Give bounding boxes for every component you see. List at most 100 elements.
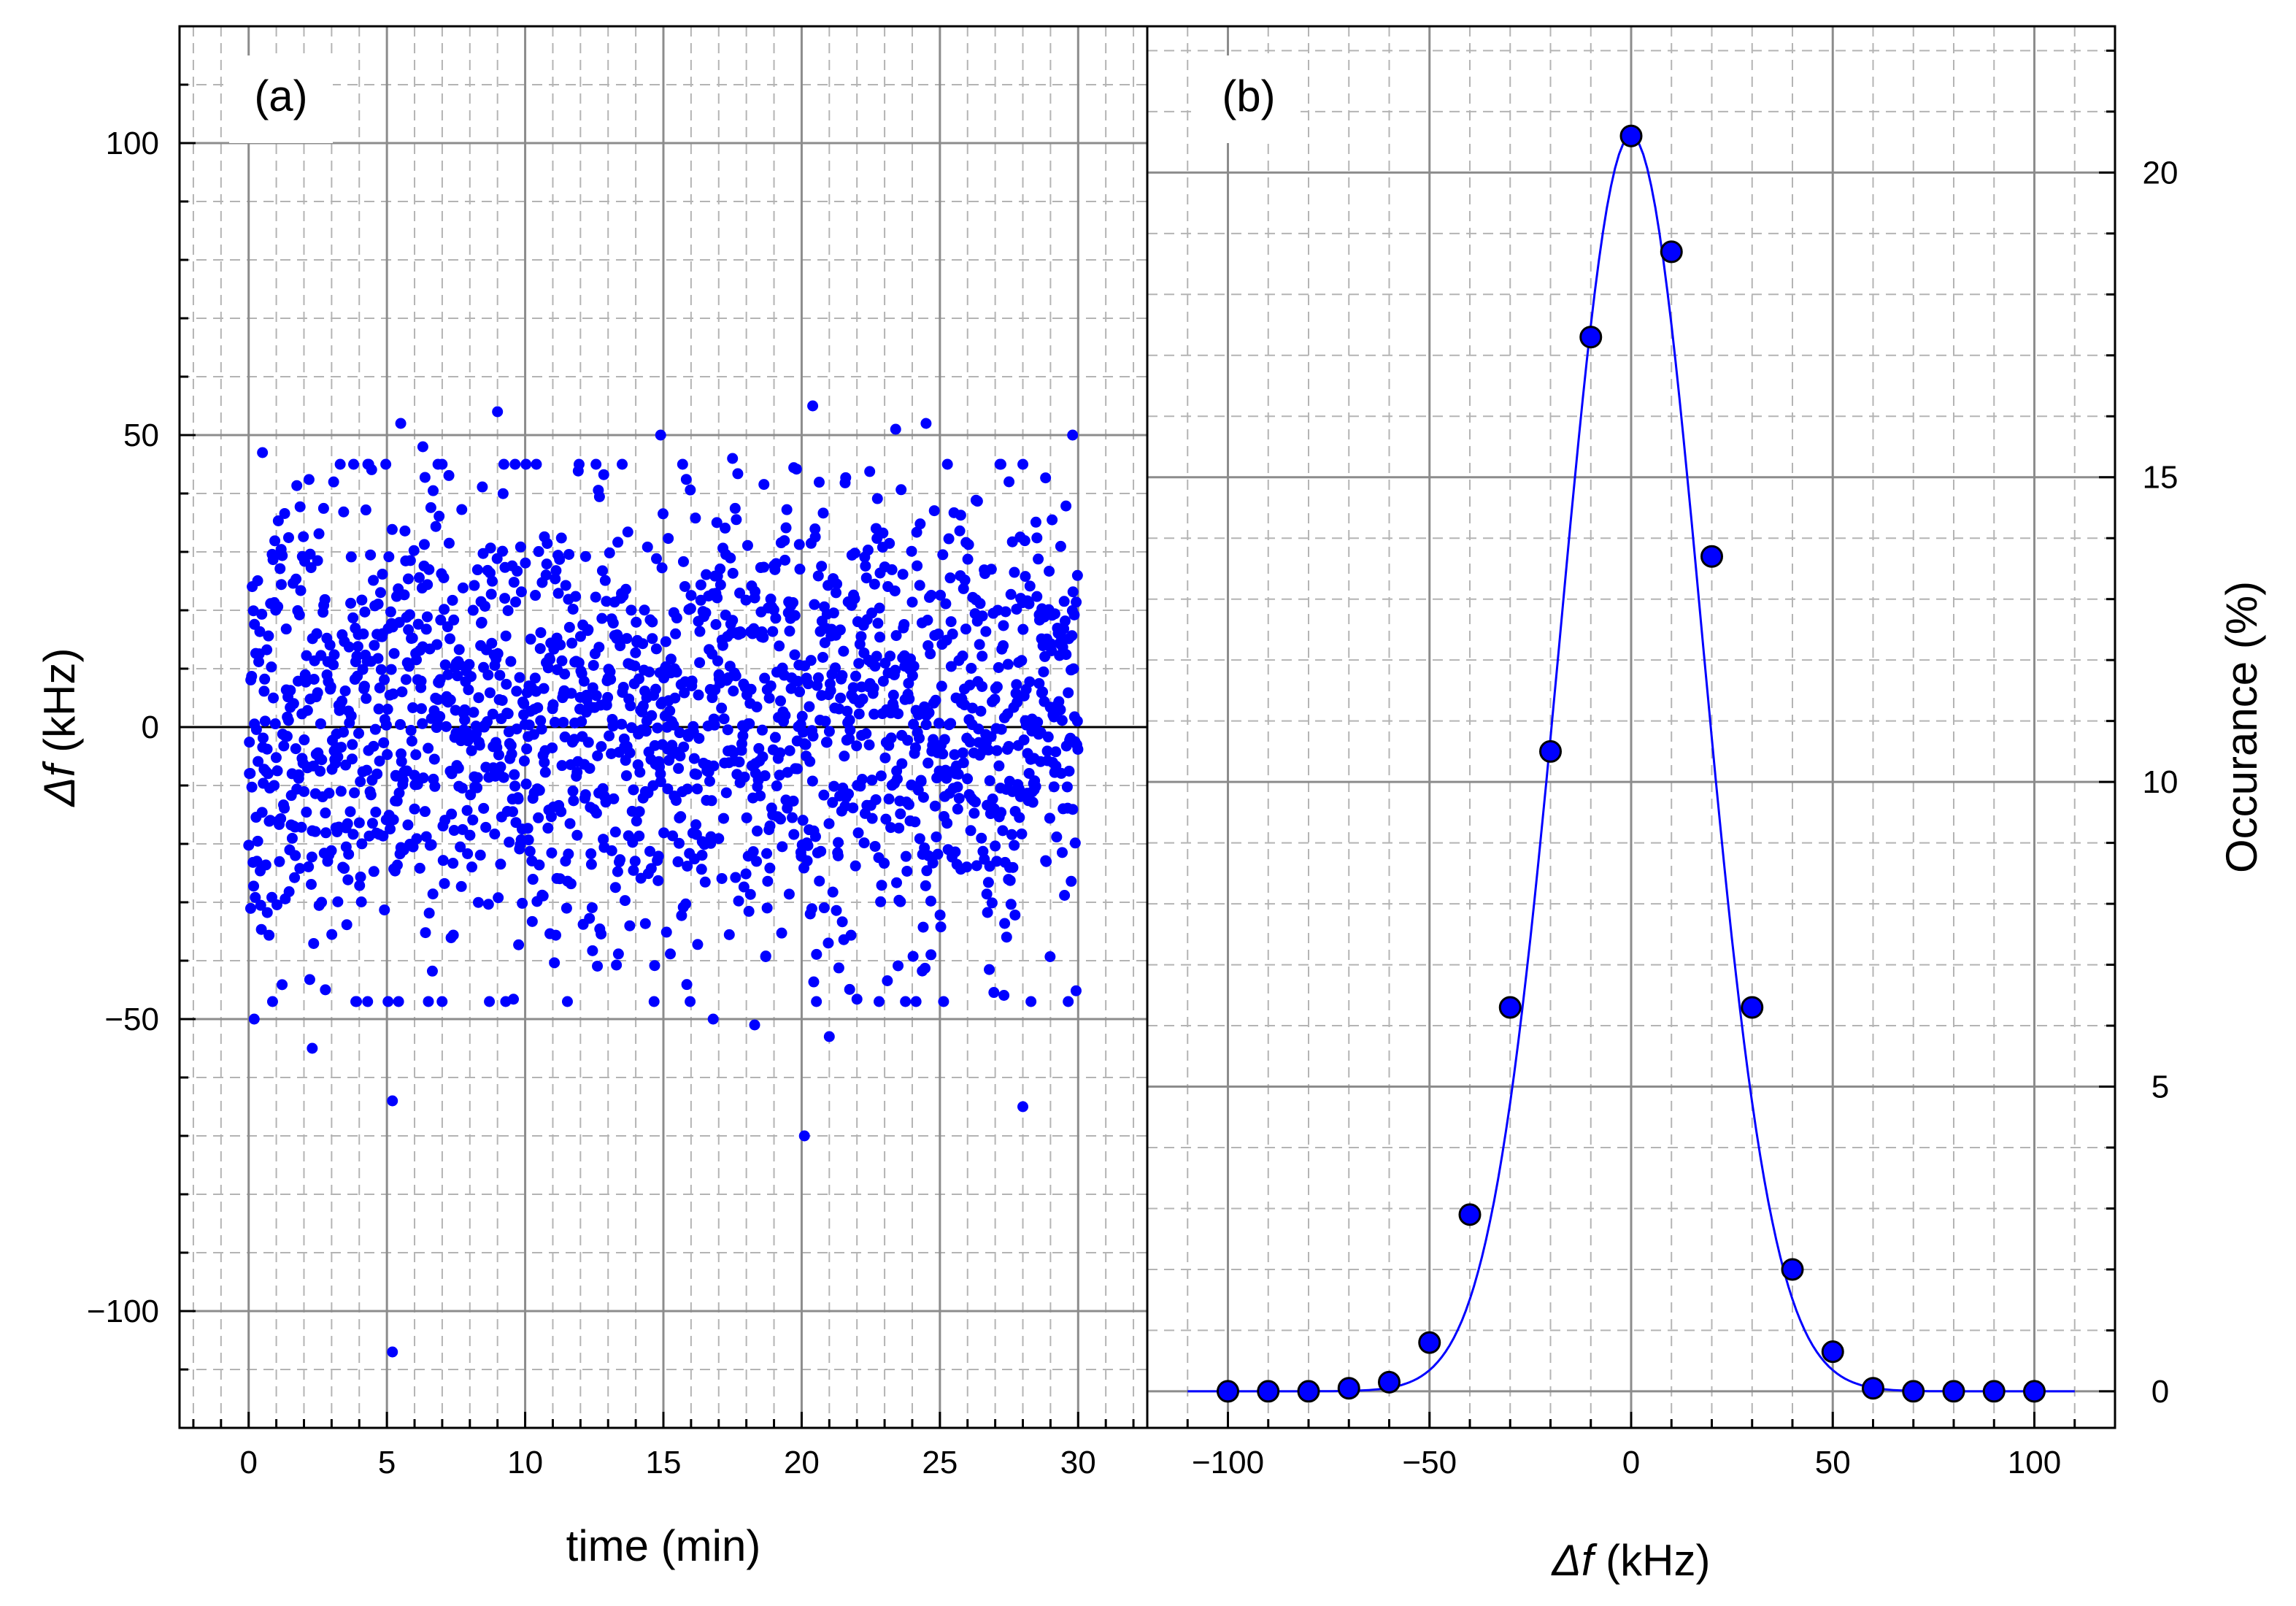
panel-a-point (527, 874, 539, 885)
panel-a-point (714, 579, 726, 591)
panel-a-point (408, 545, 420, 556)
panel-a-point (845, 929, 857, 941)
panel-a-point (665, 948, 677, 960)
panel-a-point (906, 596, 918, 608)
panel-a-point (293, 609, 305, 620)
panel-a-point (647, 633, 658, 645)
panel-a-point (266, 996, 278, 1007)
panel-a-point (759, 770, 771, 782)
panel-a-point (361, 764, 373, 776)
panel-a-point (743, 905, 755, 917)
panel-a-point (728, 685, 739, 697)
panel-a-point (259, 715, 271, 727)
panel-b-tick-labels: −100 −50 0 50 100 0 5 10 15 20 (1192, 155, 2178, 1480)
panel-a-point (453, 644, 465, 656)
panel-a-point (535, 715, 547, 726)
panel-a-point (365, 789, 377, 801)
panel-a-point (428, 753, 440, 765)
panel-a-point (621, 633, 633, 645)
panel-a-point (991, 745, 1003, 756)
panel-a-point (536, 723, 547, 735)
panel-a-point (533, 859, 545, 871)
panel-a-point (304, 548, 316, 560)
panel-a-point (652, 850, 664, 862)
panel-a-point (761, 848, 773, 859)
panel-a-point (872, 618, 884, 629)
panel-a-point (629, 856, 641, 867)
panel-b-x-axis-symbol: Δf (1551, 1536, 1598, 1585)
panel-a-point (1048, 781, 1060, 793)
panel-a-point (671, 612, 682, 624)
panel-a-point (511, 723, 523, 735)
panel-a-point (850, 860, 861, 872)
panel-a-point (326, 929, 338, 940)
panel-a-point (313, 528, 325, 539)
panel-a-point (914, 518, 926, 530)
panel-a-point (342, 874, 354, 885)
panel-a-point (550, 565, 562, 577)
panel-a-point (365, 549, 377, 561)
panel-a-point (482, 899, 494, 910)
panel-a-point (1001, 931, 1012, 943)
panel-a-point (338, 726, 350, 738)
panel-a-point (966, 702, 978, 714)
panel-a-point (596, 565, 608, 577)
panel-a-point (874, 631, 886, 643)
panel-a-point (895, 808, 906, 820)
panel-a-point (413, 572, 425, 583)
panel-a-point (442, 669, 454, 680)
panel-a-point (377, 569, 388, 580)
panel-a-point (596, 928, 607, 940)
panel-b-points (1217, 124, 2046, 1403)
panel-a-point (347, 829, 359, 840)
panel-a-point (590, 591, 601, 603)
panel-b-point (1539, 739, 1562, 763)
panel-a-point (1067, 804, 1079, 815)
panel-a-point (272, 601, 284, 612)
panel-a-point (662, 783, 674, 795)
panel-a-point (893, 960, 904, 972)
panel-a-point (564, 818, 576, 829)
panel-a-point (982, 907, 993, 918)
panel-a-point (487, 708, 498, 720)
panel-a-point (807, 400, 819, 412)
panel-a-point (1017, 1101, 1029, 1113)
panel-a-point (244, 767, 256, 779)
panel-a-point (709, 719, 720, 731)
panel-a-point (921, 865, 933, 877)
panel-a-point (411, 833, 423, 845)
panel-a-point (679, 580, 690, 592)
panel-a-point (634, 766, 646, 778)
panel-a-point (668, 719, 679, 731)
panel-a-point (465, 671, 477, 683)
panel-a-point (360, 504, 371, 516)
panel-a-point (1063, 996, 1074, 1007)
panel-a-point (914, 833, 925, 845)
panel-b-point (1942, 1380, 1965, 1403)
panel-a-point (539, 766, 551, 778)
panel-a-point (966, 662, 977, 674)
panel-a-point (941, 458, 953, 470)
panel-a-point (925, 589, 937, 601)
panel-a-point (446, 808, 458, 820)
panel-a-point (559, 668, 571, 680)
panel-a-point (584, 763, 596, 775)
panel-a-point (847, 682, 859, 694)
panel-a-point (985, 731, 997, 742)
panel-a-point (412, 618, 424, 630)
panel-a-point (394, 719, 406, 731)
panel-a-point (830, 662, 841, 674)
panel-a-point (1003, 476, 1015, 488)
panel-a-point (664, 705, 676, 717)
panel-a-point (959, 575, 971, 586)
panel-a-point (499, 593, 511, 604)
panel-a-point (939, 734, 950, 745)
panel-a-point (647, 616, 658, 628)
panel-a-point (660, 926, 672, 938)
panel-a-point (1024, 580, 1036, 592)
panel-a-point (315, 765, 326, 777)
panel-b-label-background (1197, 55, 1301, 143)
panel-a-point (958, 583, 969, 594)
panel-a-point (1041, 856, 1052, 867)
